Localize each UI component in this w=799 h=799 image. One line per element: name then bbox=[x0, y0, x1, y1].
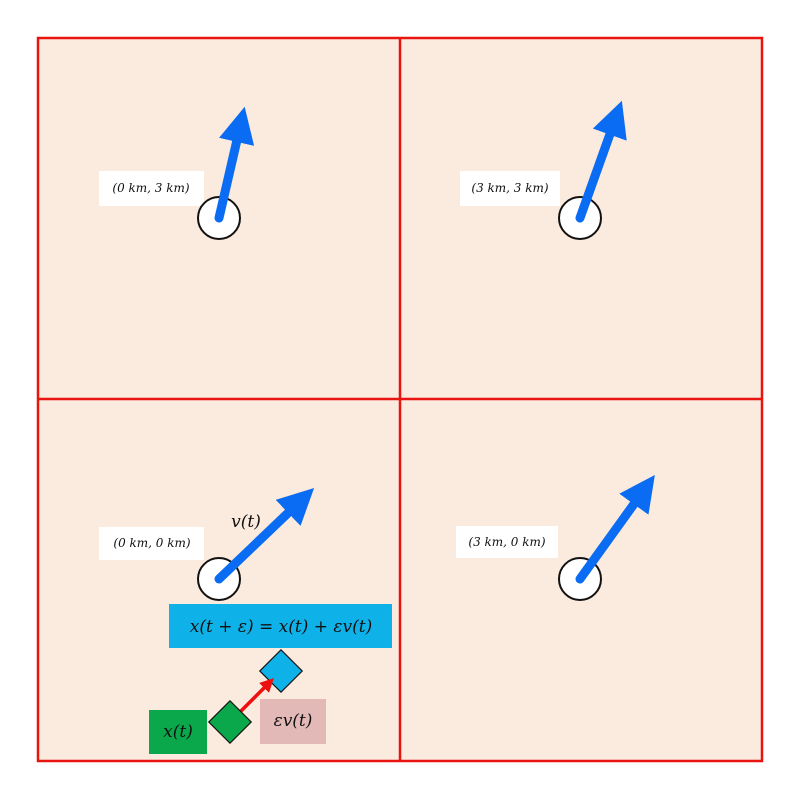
coord-label: (3 km, 3 km) bbox=[471, 181, 549, 195]
coord-label: (0 km, 3 km) bbox=[112, 181, 190, 195]
velocity-arrow bbox=[214, 106, 255, 223]
velocity-arrow bbox=[214, 488, 315, 584]
step-label-box bbox=[260, 699, 326, 744]
coord-label-box bbox=[456, 526, 558, 558]
coord-label-box bbox=[99, 171, 204, 206]
step-label: εv(t) bbox=[274, 711, 313, 731]
equation-box bbox=[169, 604, 392, 648]
cell-group-top-left: (0 km, 3 km) bbox=[99, 106, 255, 240]
cell-group-bottom-right: (3 km, 0 km) bbox=[456, 475, 655, 601]
position-label-box bbox=[149, 710, 207, 754]
coord-label-box bbox=[99, 527, 204, 560]
cell-group-bottom-left: (0 km, 0 km) v(t) bbox=[99, 488, 315, 601]
position-label: x(t) bbox=[163, 722, 193, 742]
coord-label-box bbox=[460, 171, 560, 206]
velocity-label: v(t) bbox=[231, 512, 261, 532]
cell-group-top-right: (3 km, 3 km) bbox=[460, 100, 627, 240]
current-position-diamond bbox=[207, 699, 253, 745]
update-equation: x(t + ε) = x(t) + εv(t) bbox=[190, 617, 372, 637]
coord-label: (3 km, 0 km) bbox=[468, 535, 546, 549]
euler-step-illustration: x(t + ε) = x(t) + εv(t) x(t) εv(t) bbox=[149, 604, 392, 754]
grid-lines bbox=[36, 36, 764, 763]
coord-label: (0 km, 0 km) bbox=[113, 536, 191, 550]
velocity-arrow bbox=[575, 475, 655, 584]
velocity-arrow bbox=[575, 100, 627, 223]
